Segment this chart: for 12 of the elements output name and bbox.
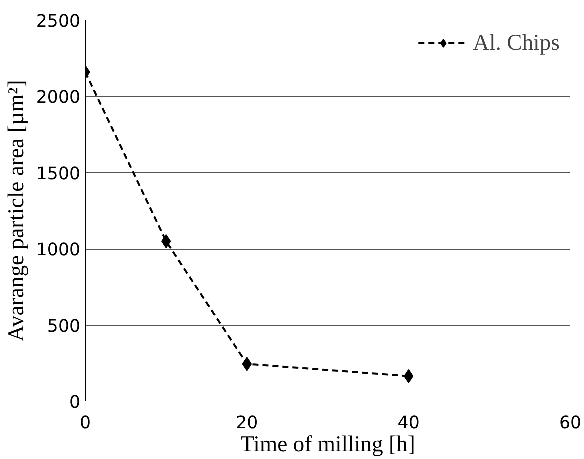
y-tick-label: 2000 [36, 88, 81, 108]
y-tick-label: 1000 [36, 240, 81, 261]
y-tick-label: 1500 [36, 164, 81, 184]
x-axis-title: Time of milling [h] [240, 432, 416, 456]
y-tick-label: 2500 [36, 12, 81, 32]
y-axis-title: Avarange particle area [µm²] [3, 80, 28, 342]
x-tick-label: 20 [236, 414, 258, 434]
x-tick-label: 40 [398, 414, 420, 434]
legend-label: Al. Chips [473, 30, 560, 56]
y-tick-label: 0 [69, 393, 81, 413]
y-tick-label: 500 [47, 316, 81, 337]
x-tick-label: 60 [559, 414, 582, 434]
